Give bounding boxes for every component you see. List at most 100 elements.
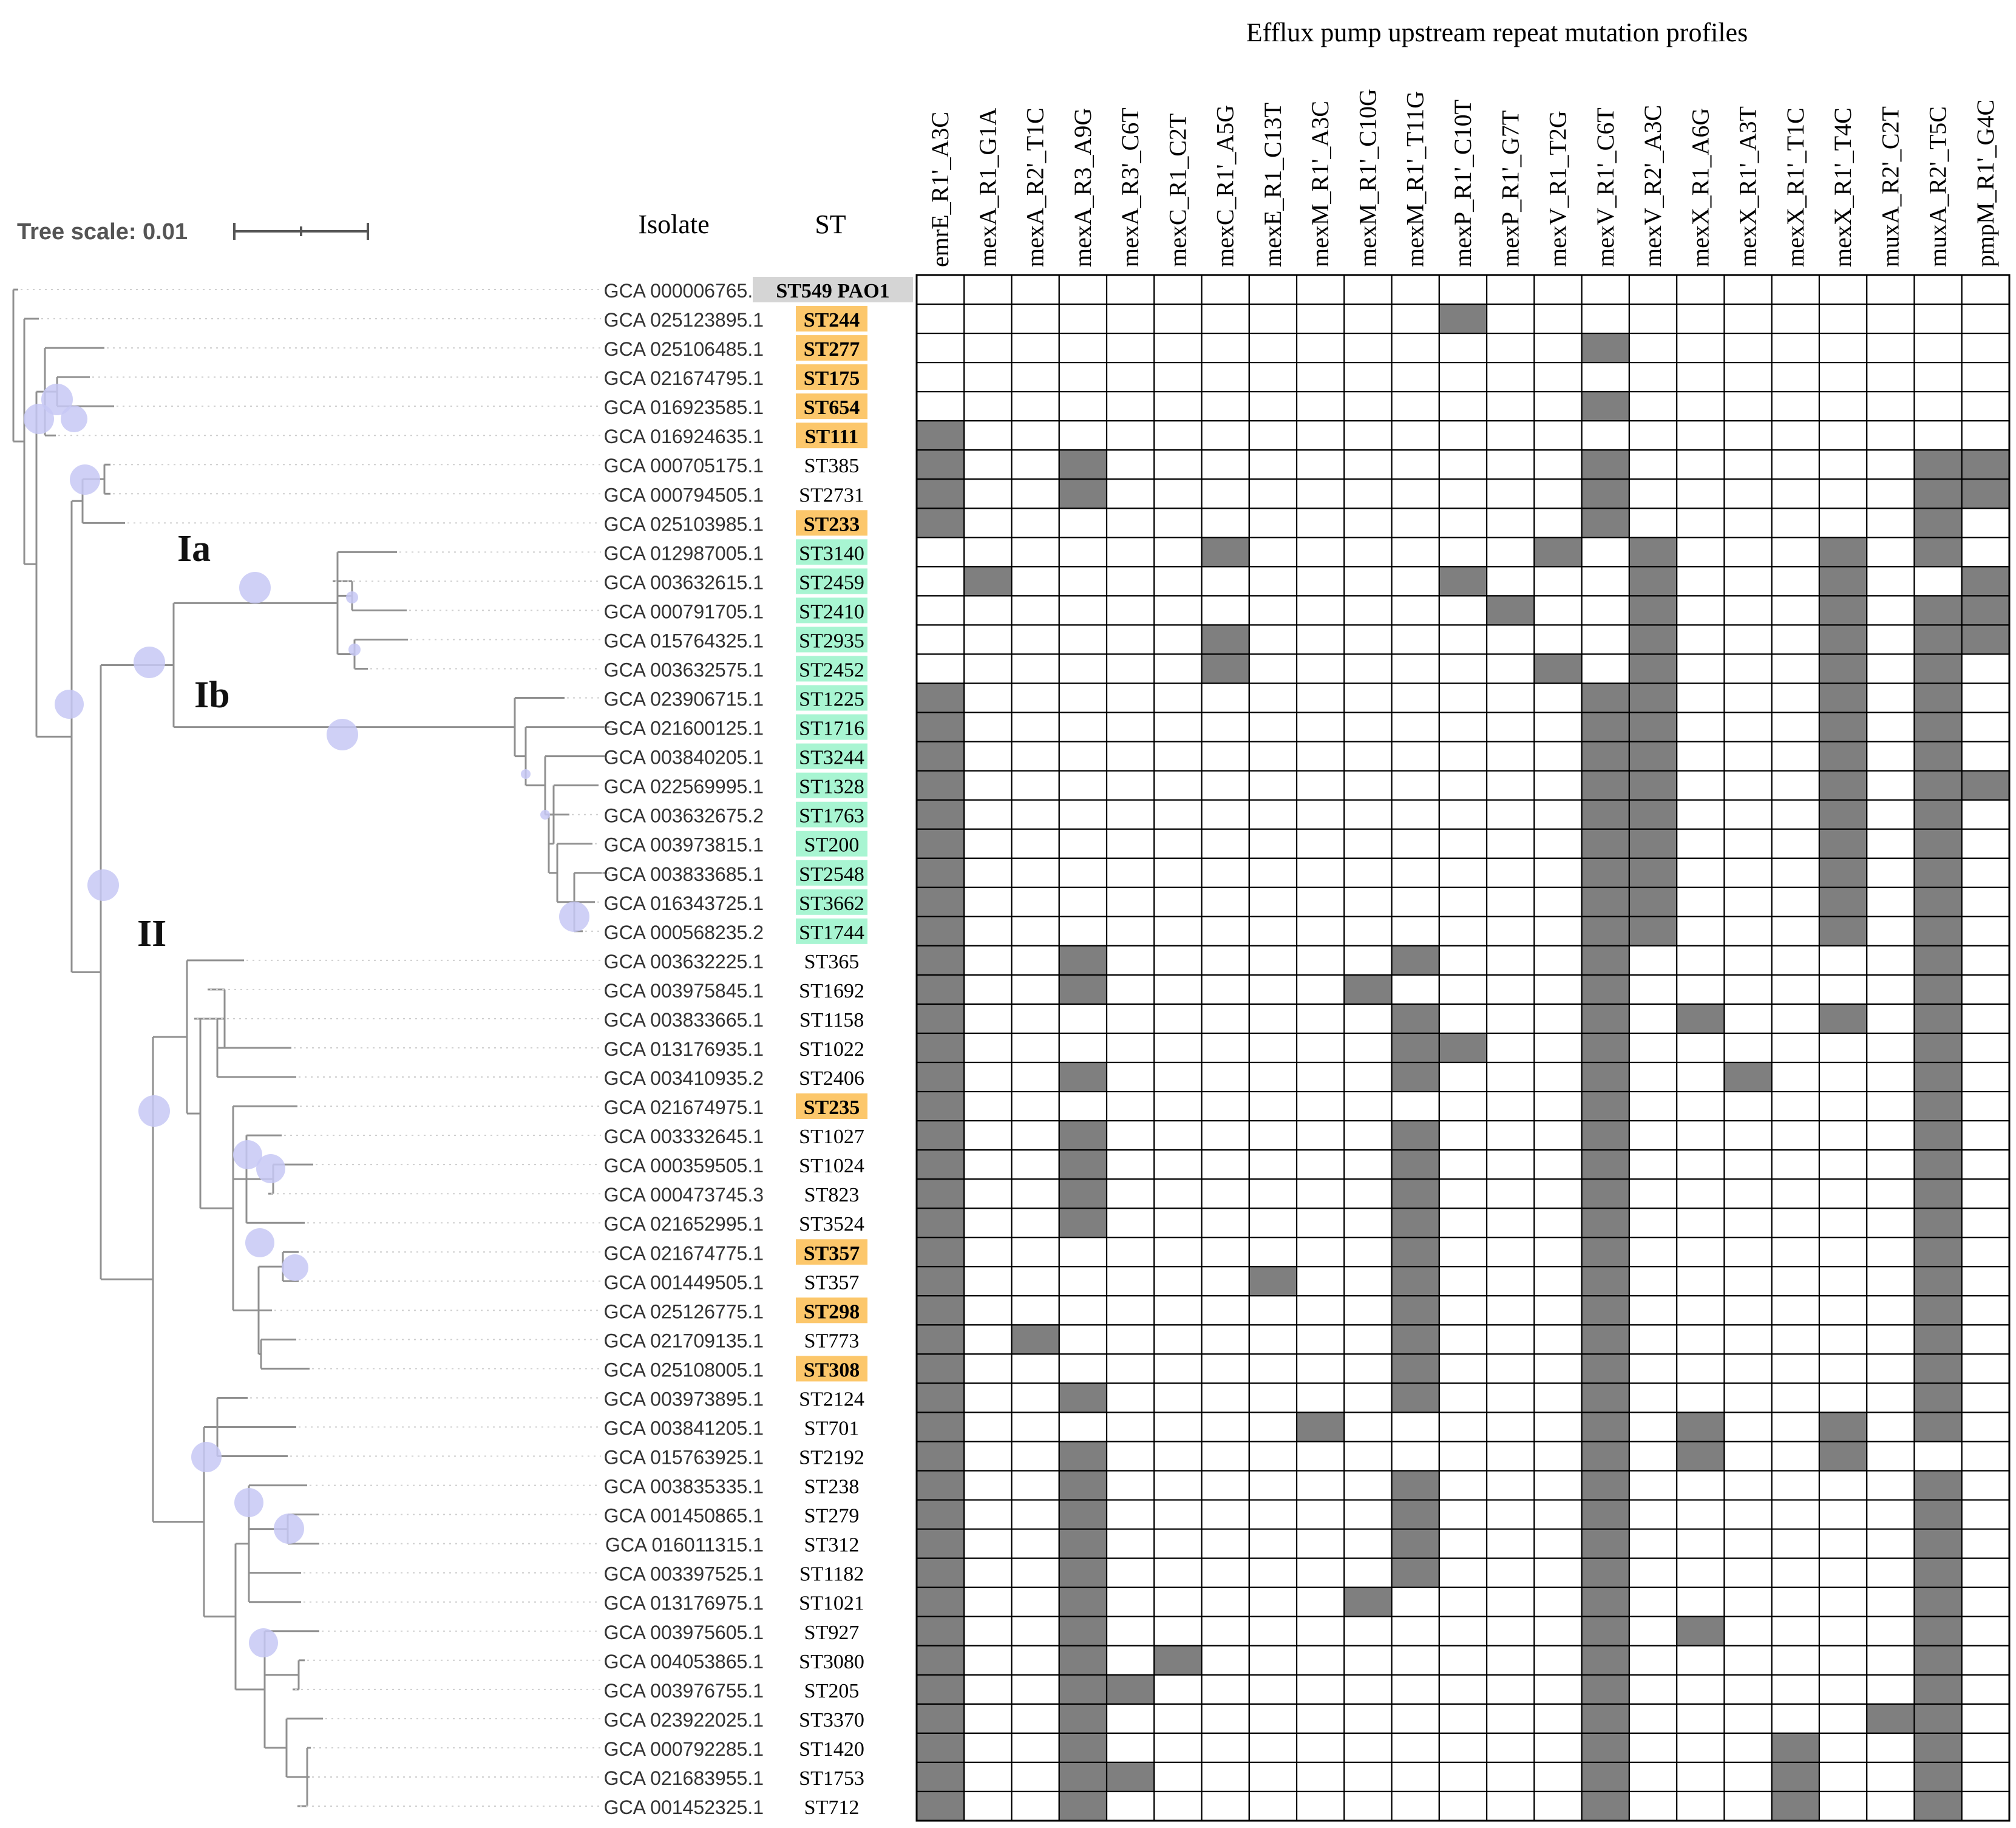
heatmap-cell xyxy=(1011,828,1060,859)
heatmap-cell xyxy=(1153,857,1203,888)
heatmap-cell xyxy=(1438,1353,1488,1384)
heatmap-cell xyxy=(1913,478,1963,509)
heatmap-cell xyxy=(1818,508,1868,539)
heatmap-cell xyxy=(915,1674,965,1705)
heatmap-cell xyxy=(1248,1208,1298,1238)
heatmap-cell xyxy=(1058,653,1108,684)
heatmap-cell xyxy=(1248,274,1298,305)
heatmap-cell xyxy=(1961,1761,2011,1793)
heatmap-cell xyxy=(1486,916,1535,946)
isolate-label: GCA 021600125.1 xyxy=(604,718,764,739)
heatmap-cell xyxy=(1866,682,1915,713)
heatmap-cell xyxy=(1153,1645,1203,1676)
heatmap-cell xyxy=(963,1732,1013,1764)
heatmap-cell xyxy=(1533,449,1583,480)
heatmap-cell xyxy=(1438,1470,1488,1501)
heatmap-cell xyxy=(1961,1586,2011,1617)
heatmap-cell xyxy=(1295,1557,1345,1588)
heatmap-cell xyxy=(1581,1674,1631,1705)
heatmap-cell xyxy=(915,1003,965,1035)
heatmap-cell xyxy=(1295,828,1345,859)
bootstrap-node-marker xyxy=(348,644,361,656)
heatmap-cell xyxy=(1533,741,1583,772)
heatmap-cell xyxy=(1961,1178,2011,1209)
heatmap-cell xyxy=(1201,362,1250,393)
heatmap-cell xyxy=(1628,1090,1678,1122)
heatmap-cell xyxy=(963,1412,1013,1442)
heatmap-cell xyxy=(1201,1353,1250,1384)
heatmap-cell xyxy=(915,1090,965,1122)
heatmap-cell xyxy=(1913,1353,1963,1384)
heatmap-cell xyxy=(1676,537,1725,568)
heatmap-cell xyxy=(1866,712,1915,742)
heatmap-cell xyxy=(1676,391,1725,422)
heatmap-cell xyxy=(1723,449,1773,480)
heatmap-cell xyxy=(1248,1732,1298,1764)
st-highlight xyxy=(796,597,867,623)
heatmap-cell xyxy=(1676,1674,1725,1705)
st-highlight xyxy=(796,1093,867,1120)
heatmap-cell xyxy=(1248,1266,1298,1297)
heatmap-cell xyxy=(1628,332,1678,364)
st-label: ST235 xyxy=(804,1096,860,1119)
heatmap-cell xyxy=(1295,1178,1345,1209)
st-label: ST357 xyxy=(804,1271,860,1294)
heatmap-cell xyxy=(1628,653,1678,684)
isolate-label: GCA 015764325.1 xyxy=(604,630,764,651)
heatmap-cell xyxy=(1628,1003,1678,1035)
heatmap-cell xyxy=(1723,1441,1773,1472)
heatmap-cell xyxy=(1581,1761,1631,1793)
heatmap-cell xyxy=(915,1790,965,1822)
st-label: ST2731 xyxy=(799,484,864,506)
heatmap-cell xyxy=(1058,712,1108,742)
heatmap-cell xyxy=(963,1353,1013,1384)
isolate-column-header: Isolate xyxy=(638,209,709,239)
heatmap-cell xyxy=(1771,1032,1821,1064)
heatmap-cell xyxy=(1343,1266,1393,1297)
heatmap-cell xyxy=(1295,332,1345,364)
heatmap-cell xyxy=(1343,886,1393,917)
heatmap-cell xyxy=(1818,566,1868,597)
heatmap-cell xyxy=(1201,945,1250,976)
heatmap-cell xyxy=(1581,420,1631,451)
heatmap-cell xyxy=(1581,1441,1631,1472)
heatmap-cell xyxy=(1723,1295,1773,1326)
heatmap-cell xyxy=(1153,1703,1203,1734)
heatmap-cell xyxy=(1676,595,1725,626)
heatmap-cell xyxy=(963,420,1013,451)
heatmap-cell xyxy=(1058,1266,1108,1297)
heatmap-cell xyxy=(963,1061,1013,1093)
heatmap-cell xyxy=(1676,1208,1725,1238)
heatmap-cell xyxy=(1533,974,1583,1005)
heatmap-cell xyxy=(1248,1616,1298,1646)
heatmap-cell xyxy=(1105,1790,1155,1822)
heatmap-cell xyxy=(1866,828,1915,859)
heatmap-cell xyxy=(1248,1499,1298,1530)
heatmap-cell xyxy=(1581,303,1631,335)
heatmap-cell xyxy=(1818,1441,1868,1472)
heatmap-cell xyxy=(1581,1353,1631,1384)
heatmap-cell xyxy=(1628,770,1678,801)
heatmap-cell xyxy=(1771,799,1821,830)
heatmap-cell xyxy=(1248,449,1298,480)
heatmap-cell xyxy=(1011,1090,1060,1122)
heatmap-cell xyxy=(1676,974,1725,1005)
heatmap-cell xyxy=(1248,886,1298,917)
heatmap-cell xyxy=(1295,1266,1345,1297)
heatmap-cell xyxy=(963,886,1013,917)
heatmap-cell xyxy=(1486,857,1535,888)
heatmap-cell xyxy=(1533,828,1583,859)
heatmap-cell xyxy=(963,1586,1013,1617)
isolate-label: GCA 003840205.1 xyxy=(604,747,764,769)
isolate-label: GCA 003632575.1 xyxy=(604,659,764,681)
heatmap-cell xyxy=(1343,1499,1393,1530)
heatmap-cell xyxy=(1961,828,2011,859)
heatmap-cell xyxy=(1723,1032,1773,1064)
heatmap-cell xyxy=(1058,1470,1108,1501)
heatmap-cell xyxy=(1343,274,1393,305)
clade-label-ia: Ia xyxy=(177,528,211,569)
heatmap-cell xyxy=(1533,1674,1583,1705)
heatmap-cell xyxy=(1295,1761,1345,1793)
heatmap-cell xyxy=(1676,1090,1725,1122)
heatmap-cell xyxy=(963,945,1013,976)
